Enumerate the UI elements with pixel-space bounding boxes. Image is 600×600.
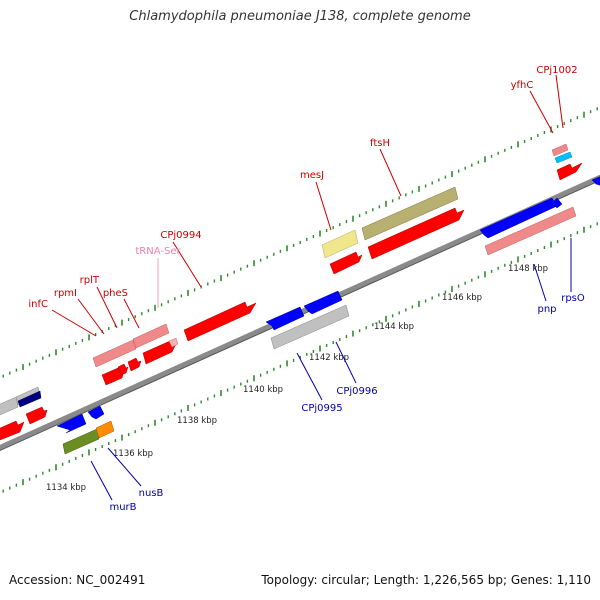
scale-label: 1146 kbp (442, 293, 482, 303)
bottom-gene-labels: murB nusB CPj0995 CPj0996 pnp rpsO (109, 293, 584, 513)
gene-label[interactable]: CPj0996 (336, 386, 377, 397)
tick-marks (2, 107, 598, 493)
gene-feature[interactable] (265, 306, 305, 331)
scale-label: 1134 kbp (46, 483, 86, 493)
top-gene-labels: infC rpmI rplT pheS tRNA-Ser CPj0994 mes… (28, 65, 577, 310)
gene-feature[interactable] (56, 413, 87, 434)
gene-feature[interactable] (484, 206, 577, 256)
scale-label: 1142 kbp (309, 353, 349, 363)
scale-label: 1136 kbp (113, 449, 153, 459)
gene-feature[interactable] (62, 428, 100, 455)
gene-feature[interactable] (25, 406, 48, 425)
gene-feature[interactable] (367, 207, 465, 260)
gene-feature[interactable] (270, 304, 350, 350)
scale-label: 1144 kbp (374, 322, 414, 332)
gene-feature[interactable] (95, 420, 115, 439)
gene-label[interactable]: murB (109, 502, 136, 513)
gene-label[interactable]: CPj0994 (160, 230, 201, 241)
gene-feature[interactable] (329, 251, 363, 275)
gene-label[interactable]: CPj0995 (301, 403, 342, 414)
gene-label[interactable]: nusB (139, 488, 164, 499)
gene-feature[interactable] (117, 363, 129, 376)
gene-label[interactable]: ftsH (370, 138, 390, 149)
gene-feature[interactable] (551, 197, 563, 209)
gene-feature[interactable] (591, 175, 600, 187)
scale-label: 1148 kbp (508, 264, 548, 274)
gene-feature[interactable] (87, 405, 105, 420)
gene-feature[interactable] (127, 357, 142, 372)
scale-label: 1140 kbp (243, 385, 283, 395)
gene-feature[interactable] (0, 396, 19, 416)
gene-feature[interactable] (17, 390, 42, 408)
genome-stats-text: Topology: circular; Length: 1,226,565 bp… (261, 573, 591, 587)
gene-label[interactable]: rpmI (54, 288, 77, 299)
gene-label[interactable]: infC (28, 299, 48, 310)
gene-feature[interactable] (168, 337, 179, 348)
gene-feature[interactable] (554, 151, 573, 164)
gene-label[interactable]: pheS (103, 288, 128, 299)
gene-label[interactable]: yfhC (511, 80, 534, 91)
gene-feature[interactable] (303, 290, 343, 315)
gene-feature[interactable] (0, 420, 25, 441)
gene-feature[interactable] (92, 339, 137, 368)
accession-text: Accession: NC_002491 (9, 573, 146, 587)
gene-feature[interactable] (361, 186, 459, 241)
gene-label[interactable]: mesJ (300, 170, 324, 181)
gene-feature[interactable] (551, 143, 569, 157)
scale-label: 1138 kbp (177, 416, 217, 426)
gene-label[interactable]: rplT (80, 275, 100, 286)
gene-feature[interactable] (321, 229, 359, 259)
bottom-label-leaders (90, 238, 572, 501)
gene-label[interactable]: tRNA-Ser (135, 246, 181, 257)
gene-label[interactable]: CPj1002 (536, 65, 577, 76)
top-label-leaders (51, 74, 564, 337)
gene-label[interactable]: rpsO (561, 293, 585, 304)
gene-label[interactable]: pnp (537, 304, 556, 315)
gene-feature[interactable] (132, 323, 170, 349)
gene-feature[interactable] (556, 162, 583, 181)
gene-feature[interactable] (183, 301, 257, 342)
page-title: Chlamydophila pneumoniae J138, complete … (129, 9, 471, 24)
scale-labels: 1134 kbp 1136 kbp 1138 kbp 1140 kbp 1142… (46, 264, 548, 493)
